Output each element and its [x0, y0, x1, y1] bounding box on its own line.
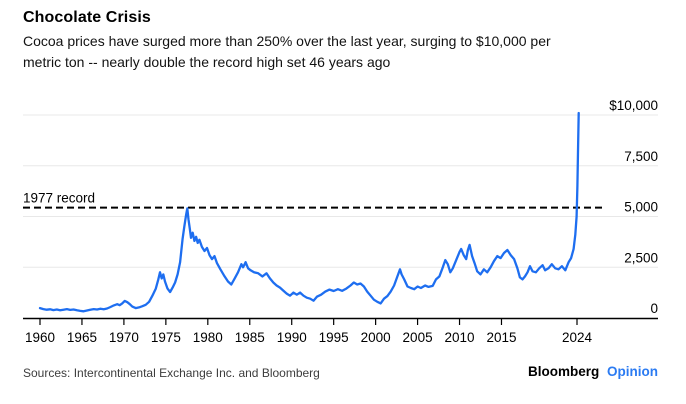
x-tick-label: 1960 — [25, 330, 55, 345]
y-tick-label: 7,500 — [624, 149, 658, 164]
sources-note: Sources: Intercontinental Exchange Inc. … — [23, 366, 320, 380]
x-tick-label: 1995 — [319, 330, 349, 345]
price-line — [38, 111, 580, 313]
bloomberg-wordmark: Bloomberg — [527, 364, 600, 379]
chart-title: Chocolate Crisis — [23, 9, 151, 26]
x-tick-label: 1965 — [67, 330, 97, 345]
x-tick-label: 1970 — [109, 330, 139, 345]
x-tick-label: 1985 — [235, 330, 265, 345]
x-tick-label: 2000 — [361, 330, 391, 345]
y-tick-label: 0 — [650, 301, 658, 316]
x-tick-label: 2010 — [445, 330, 475, 345]
chart-footer: Sources: Intercontinental Exchange Inc. … — [0, 363, 686, 383]
record-annotation-label: 1977 record — [23, 191, 95, 206]
x-tick-label: 1990 — [277, 330, 307, 345]
x-tick-label: 2005 — [403, 330, 433, 345]
y-tick-label: 2,500 — [624, 250, 658, 265]
x-tick-label: 2024 — [562, 330, 593, 345]
opinion-wordmark: Opinion — [607, 364, 658, 379]
x-tick-label: 1980 — [193, 330, 223, 345]
bloomberg-opinion-logo: Bloomberg Opinion — [528, 364, 658, 379]
x-tick-label: 1975 — [151, 330, 181, 345]
x-tick-label: 2015 — [486, 330, 516, 345]
y-tick-label: 5,000 — [624, 200, 658, 215]
chart-subtitle: Cocoa prices have surged more than 250% … — [23, 33, 551, 70]
y-tick-label: $10,000 — [609, 98, 658, 113]
